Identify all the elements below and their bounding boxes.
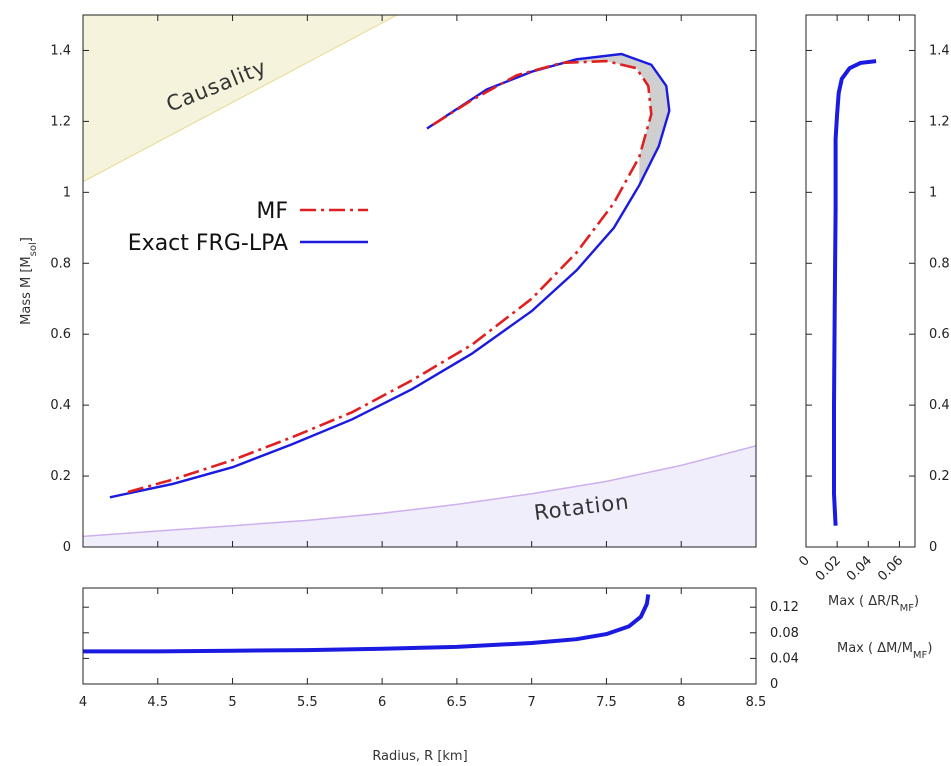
bottom-x-tick-label: 6	[378, 695, 386, 710]
legend-label-mf: MF	[256, 199, 288, 224]
series-max-dr-r	[832, 59, 877, 526]
right-plot-frame	[805, 14, 916, 548]
main-y-tick-label: 0.4	[50, 398, 71, 413]
right-x-tick-label: 0.06	[875, 553, 906, 584]
bottom-y-tick-label: 0.12	[770, 600, 799, 615]
right-x-axis-label: Max ( ΔR/RMF)	[828, 594, 919, 614]
right-y-ticks: 0 0.2 0.4 0.6 0.8 1 1.2 1.4	[806, 43, 950, 555]
bottom-x-axis-label: Radius, R [km]	[372, 749, 467, 764]
right-y-tick-label: 1.2	[929, 114, 950, 129]
bottom-y-tick-label: 0	[770, 677, 778, 692]
bottom-x-tick-label: 5.5	[297, 695, 318, 710]
main-y-ticks: 0 0.2 0.4 0.6 0.8 1 1.2 1.4	[50, 43, 756, 555]
right-x-tick-label: 0	[796, 553, 812, 569]
bottom-x-tick-label: 7.5	[596, 695, 617, 710]
series-mf	[127, 59, 653, 494]
main-y-tick-label: 0.2	[50, 469, 71, 484]
bottom-y-tick-label: 0.08	[770, 626, 799, 641]
main-y-tick-label: 0.8	[50, 256, 71, 271]
series-exact-frg-lpa	[109, 52, 671, 499]
bottom-panel: 4 4.5 5 5.5 6 6.5 7 7.5 8 8.5 0 0.04 0.08 0.12 Max (…	[79, 587, 932, 764]
bottom-x-tick-label: 4	[79, 695, 87, 710]
series-max-dm-m	[83, 594, 651, 654]
rotation-boundary	[83, 445, 756, 538]
main-x-ticks	[82, 15, 757, 547]
right-y-tick-label: 1	[929, 185, 937, 200]
main-y-tick-label: 0	[63, 540, 71, 555]
bottom-plot-frame	[82, 587, 757, 685]
bottom-x-tick-label: 6.5	[447, 695, 468, 710]
main-y-tick-label: 1.4	[50, 43, 71, 58]
main-y-tick-label: 1	[63, 185, 71, 200]
bottom-x-tick-label: 8	[677, 695, 685, 710]
right-y-tick-label: 1.4	[929, 43, 950, 58]
bottom-x-tick-label: 4.5	[147, 695, 168, 710]
right-panel: 0 0.02 0.04 0.06 00.20.40.60.811.21.4 Max (…	[796, 14, 950, 614]
legend-label-frg: Exact FRG-LPA	[128, 231, 288, 256]
legend: MF Exact FRG-LPA	[128, 199, 368, 256]
bottom-x-tick-label: 7	[528, 695, 536, 710]
main-y-axis-label: Mass M [Msol]	[19, 237, 39, 325]
main-panel: 00.20.40.60.811.21.4 Causality Rotation …	[19, 14, 757, 555]
main-y-tick-label: 1.2	[50, 114, 71, 129]
right-y-tick-label: 0.8	[929, 256, 950, 271]
right-y-tick-label: 0.6	[929, 327, 950, 342]
main-plot-frame	[82, 14, 757, 548]
difference-shading	[561, 54, 670, 186]
bottom-x-ticks: 4 4.5 5 5.5 6 6.5 7 7.5 8 8.5	[79, 588, 766, 710]
right-y-tick-label: 0.2	[929, 469, 950, 484]
bottom-x-tick-label: 8.5	[746, 695, 767, 710]
right-x-ticks: 0 0.02 0.04 0.06	[796, 15, 906, 584]
rotation-region	[83, 445, 756, 547]
right-x-tick-label: 0.02	[813, 553, 844, 584]
causality-boundary	[83, 15, 398, 183]
bottom-y-tick-label: 0.04	[770, 651, 799, 666]
right-y-tick-label: 0	[929, 540, 937, 555]
bottom-x-tick-label: 5	[228, 695, 236, 710]
bottom-y-axis-label: Max ( ΔM/MMF)	[837, 641, 932, 661]
right-x-tick-label: 0.04	[844, 553, 875, 584]
right-y-tick-label: 0.4	[929, 398, 950, 413]
bottom-y-ticks: 0 0.04 0.08 0.12	[83, 600, 799, 692]
main-y-tick-label: 0.6	[50, 327, 71, 342]
